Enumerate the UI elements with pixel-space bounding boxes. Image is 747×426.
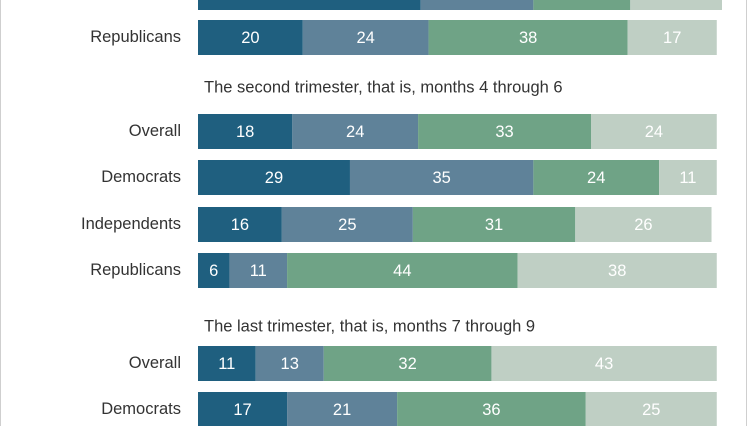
row-label: Democrats [101,400,181,418]
bar-segment [198,20,303,55]
bar-segment [302,20,429,55]
value-label: 38 [608,262,626,280]
value-label: 18 [236,123,254,141]
row-label: Overall [129,354,181,372]
bar-segment [420,0,534,10]
bar-segment [533,160,660,195]
row-label: Republicans [90,261,181,279]
value-label: 24 [587,169,605,187]
value-label: 17 [233,401,251,419]
value-label: 26 [634,216,652,234]
value-label: 24 [645,123,663,141]
bar-segment [397,392,586,426]
value-label: 29 [265,169,283,187]
value-label: 16 [231,216,249,234]
bar-segment [198,0,421,10]
value-label: 44 [393,262,411,280]
bar-segment [412,207,576,242]
value-label: 11 [250,262,267,280]
bar-segment [198,253,230,288]
value-label: 31 [485,216,503,234]
section-title: The second trimester, that is, months 4 … [204,78,563,96]
bar-segment [198,207,282,242]
bar-segment [198,392,288,426]
value-label: 11 [679,169,696,187]
bar-segment [428,20,628,55]
value-label: 35 [432,169,450,187]
value-label: 38 [519,29,537,47]
left-border [0,0,1,426]
bar-segment [533,0,631,10]
bar-segment [198,346,256,381]
bar-segment [659,160,717,195]
value-label: 24 [357,29,375,47]
bar-segment [627,20,717,55]
value-label: 20 [241,29,259,47]
value-label: 11 [218,355,235,373]
bar-segment [349,160,534,195]
bar-segment [630,0,722,10]
value-label: 6 [209,262,218,280]
bar-segment [491,346,717,381]
bar-segment [323,346,492,381]
row-label: Republicans [90,28,181,46]
value-label: 33 [495,123,513,141]
bar-segment [229,253,288,288]
bar-segment [287,392,398,426]
bar-segment [585,392,717,426]
bar-segment [255,346,324,381]
bar-segment [517,253,717,288]
bar-segment [281,207,413,242]
bar-segment [198,114,293,149]
value-label: 13 [281,355,299,373]
bar-segment [198,160,350,195]
section-title: The last trimester, that is, months 7 th… [204,317,535,335]
value-label: 17 [663,29,681,47]
value-label: 25 [338,216,356,234]
bar-segment [292,114,419,149]
value-label: 32 [398,355,416,373]
bar-segment [418,114,591,149]
value-label: 21 [333,401,351,419]
value-label: 43 [595,355,613,373]
value-label: 25 [642,401,660,419]
bar-segment [575,207,712,242]
row-label: Democrats [101,168,181,186]
value-label: 36 [482,401,500,419]
bar-segment [591,114,717,149]
row-label: Independents [81,215,181,233]
row-label: Overall [129,122,181,140]
value-label: 24 [346,123,364,141]
bar-segment [287,253,518,288]
